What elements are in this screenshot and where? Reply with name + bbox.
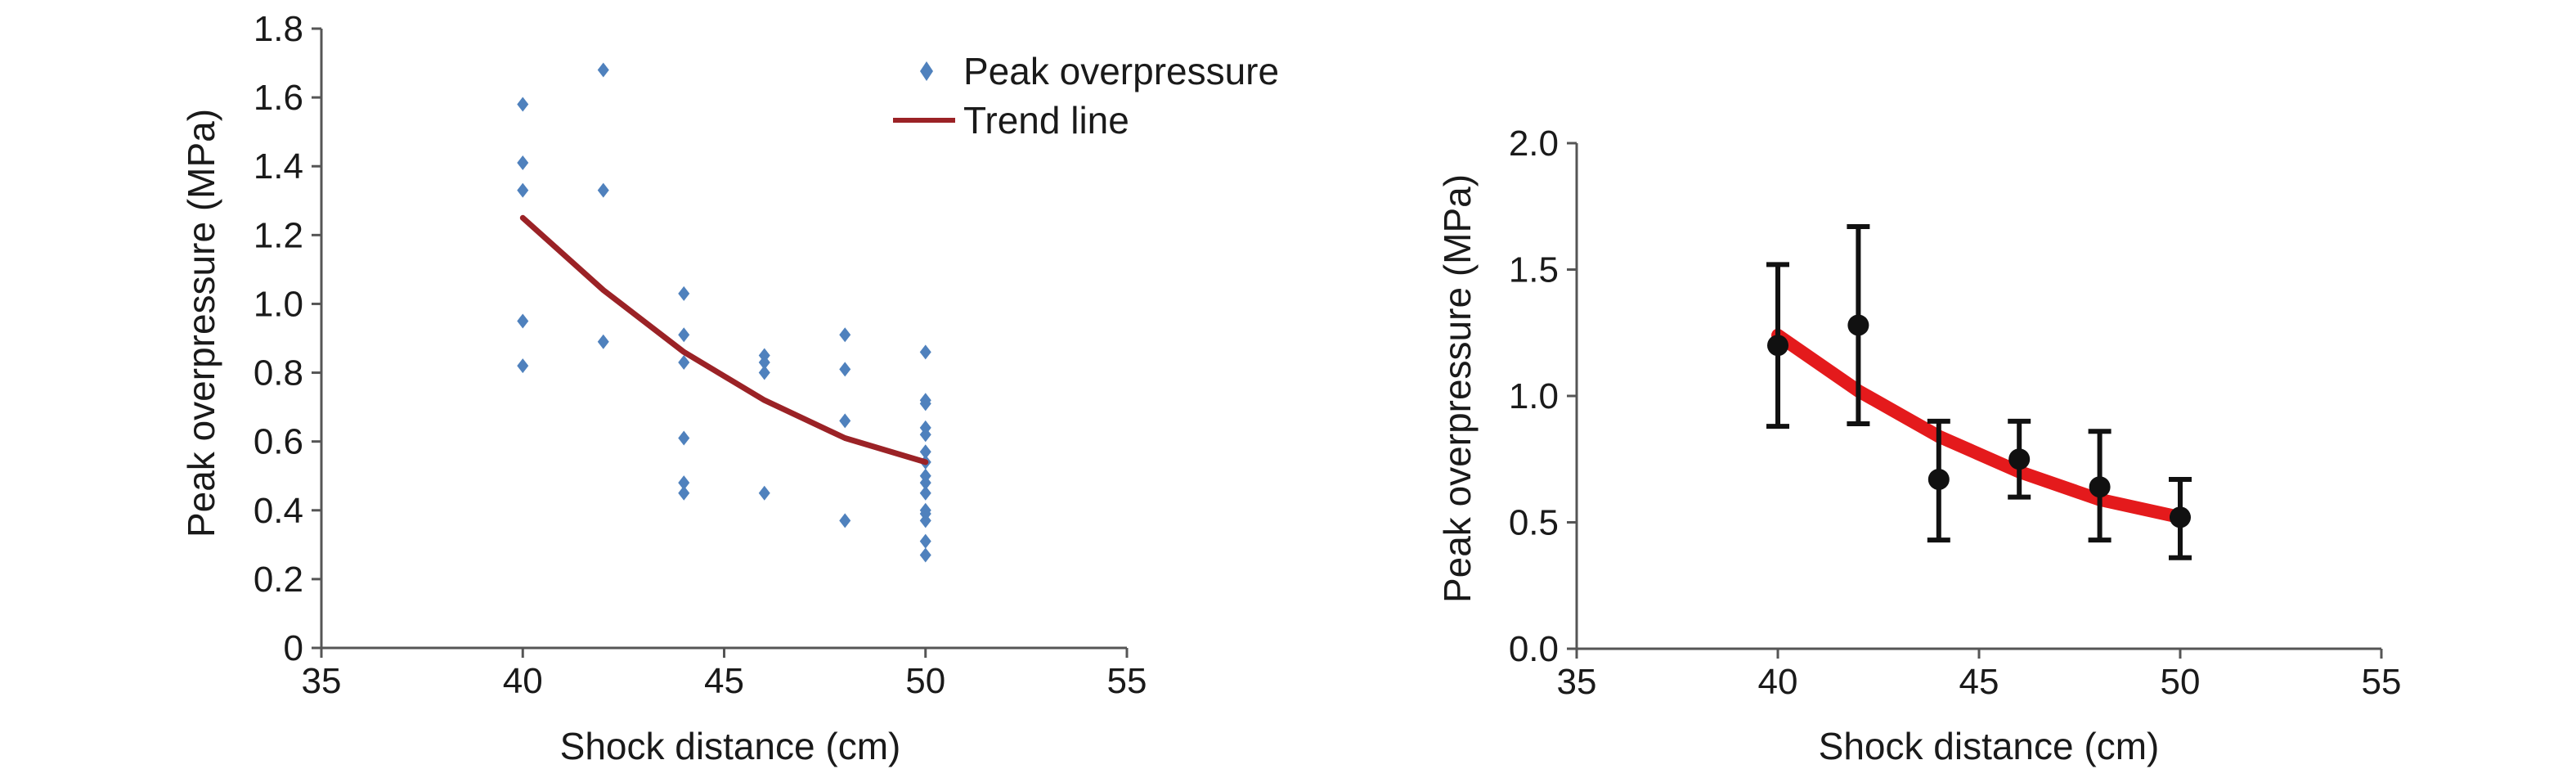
data-point [517,313,529,329]
chart-left: Peak overpressure (MPa) Shock distance (… [180,9,1279,767]
data-point [919,427,931,443]
y-tick-label: 1.4 [254,146,303,187]
data-point [678,430,690,446]
legend-marker-peak-overpressure [920,61,933,81]
x-tick-label: 45 [1959,662,1999,702]
y-tick-label: 1.0 [254,284,303,324]
data-point [839,362,851,377]
y-tick-label: 1.6 [254,78,303,118]
mean-point [1928,468,1950,490]
data-point [919,513,931,528]
data-point [597,334,609,349]
y-tick-label: 1.0 [1509,376,1559,416]
data-point [919,547,931,563]
data-point [758,485,770,501]
mean-point [1767,335,1788,357]
x-tick-label: 50 [2161,662,2201,702]
x-tick-label: 35 [302,661,342,701]
y-tick-label: 2.0 [1509,124,1559,164]
y-tick-label: 1.2 [254,215,303,255]
mean-point [2089,476,2111,498]
data-point [678,475,690,491]
data-point [517,358,529,374]
y-tick-label: 0.4 [254,491,303,531]
trend-line [519,214,929,465]
fit-line [1771,328,2187,524]
y-tick-label: 0.0 [1509,629,1559,669]
legend-label-trend-line: Trend line [963,99,1129,142]
chart-left-xlabel: Shock distance (cm) [560,725,901,767]
chart-left-legend: Peak overpressure Trend line [893,50,1279,142]
data-point [678,286,690,301]
x-tick-label: 45 [704,661,744,701]
data-point [919,396,931,411]
y-tick-label: 0.2 [254,560,303,600]
data-point [839,327,851,343]
data-point [597,182,609,198]
data-point [758,354,770,370]
chart-right-xlabel: Shock distance (cm) [1819,725,2160,767]
mean-point [2008,448,2031,470]
data-point [839,413,851,429]
chart-right-ylabel: Peak overpressure (MPa) [1436,174,1479,603]
y-tick-label: 0 [284,628,303,668]
x-tick-label: 55 [2362,662,2402,702]
data-point [678,485,690,501]
mean-point [1847,314,1869,336]
x-tick-label: 35 [1557,662,1597,702]
data-point [678,327,690,343]
data-point [919,344,931,360]
y-tick-label: 0.8 [254,353,303,393]
data-point [919,475,931,491]
data-point [839,513,851,528]
mean-point [2170,506,2191,528]
data-point [517,182,529,198]
chart-left-ylabel: Peak overpressure (MPa) [180,109,222,537]
x-tick-label: 40 [1758,662,1798,702]
data-point [517,155,529,171]
data-point [517,97,529,112]
data-point [678,354,690,370]
data-point [919,533,931,549]
data-point [597,62,609,78]
x-tick-label: 55 [1107,661,1147,701]
x-tick-label: 50 [905,661,945,701]
x-tick-label: 40 [503,661,543,701]
data-point [919,485,931,501]
legend-label-peak-overpressure: Peak overpressure [963,50,1279,92]
y-tick-label: 0.5 [1509,503,1559,543]
y-tick-label: 1.5 [1509,250,1559,290]
data-point [919,444,931,460]
chart-right: Peak overpressure (MPa) Shock distance (… [1436,124,2401,767]
y-tick-label: 0.6 [254,422,303,462]
y-tick-label: 1.8 [254,9,303,49]
data-point [758,365,770,380]
